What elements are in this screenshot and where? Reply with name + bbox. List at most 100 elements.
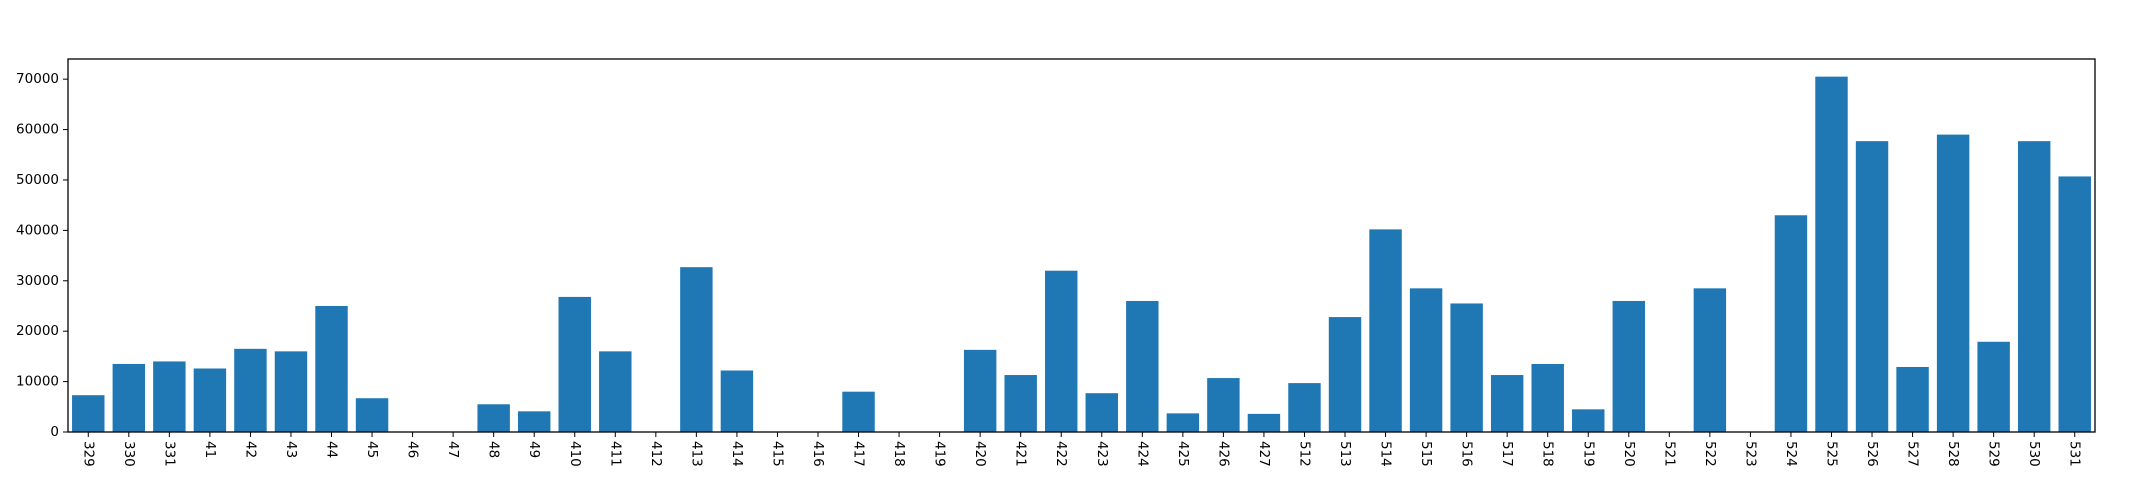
x-tick-label: 419 <box>932 441 948 467</box>
x-tick-label: 412 <box>648 441 664 467</box>
bar-514 <box>1369 229 1402 432</box>
x-tick-label: 418 <box>891 441 907 467</box>
x-tick-label: 530 <box>2026 441 2042 467</box>
bar-524 <box>1774 215 1808 432</box>
bar-530 <box>2017 141 2051 432</box>
x-tick-label: 49 <box>526 441 542 458</box>
bar-413 <box>680 267 713 432</box>
x-tick-label: 414 <box>729 441 745 467</box>
x-tick-label: 427 <box>1256 441 1272 467</box>
x-tick-label: 517 <box>1499 441 1515 467</box>
x-tick-label: 417 <box>851 441 867 467</box>
x-tick-label: 42 <box>242 441 258 458</box>
bar-330 <box>112 363 146 432</box>
x-tick-label: 516 <box>1459 441 1475 467</box>
x-tick-label: 48 <box>486 441 502 458</box>
y-tick-label: 10000 <box>16 374 59 390</box>
x-tick-label: 512 <box>1296 441 1312 467</box>
x-tick-label: 420 <box>972 441 988 467</box>
x-tick-label: 416 <box>810 441 826 467</box>
bar-414 <box>720 370 754 432</box>
bar-45 <box>355 398 389 432</box>
bar-48 <box>477 404 510 432</box>
x-tick-label: 527 <box>1905 441 1921 467</box>
x-tick-label: 523 <box>1742 441 1758 467</box>
bar-424 <box>1126 300 1159 432</box>
x-tick-label: 423 <box>1094 441 1110 467</box>
bar-516 <box>1450 303 1483 432</box>
bars-group <box>72 76 2091 433</box>
y-axis-ticks: 0 10000 20000 30000 40000 50000 60000 70000 <box>16 71 68 440</box>
x-tick-label: 331 <box>161 441 177 467</box>
x-tick-label: 41 <box>202 441 218 458</box>
y-tick-label: 30000 <box>16 273 59 289</box>
bar-520 <box>1612 300 1646 432</box>
y-tick-label: 70000 <box>16 71 59 87</box>
y-tick-label: 20000 <box>16 323 59 339</box>
x-tick-label: 518 <box>1540 441 1556 467</box>
x-tick-label: 526 <box>1864 441 1880 467</box>
bar-329 <box>72 395 105 432</box>
plot-frame <box>67 58 2096 433</box>
x-tick-label: 515 <box>1418 441 1434 467</box>
x-tick-label: 522 <box>1702 441 1718 467</box>
x-tick-label: 413 <box>688 441 704 467</box>
y-tick-label: 50000 <box>16 172 59 188</box>
bar-42 <box>234 348 267 432</box>
bar-519 <box>1572 409 1605 432</box>
x-tick-label: 524 <box>1783 441 1799 467</box>
bar-331 <box>153 361 186 432</box>
x-tick-label: 415 <box>769 441 785 467</box>
x-tick-label: 329 <box>80 441 96 467</box>
x-tick-label: 411 <box>607 441 623 467</box>
y-tick-label: 40000 <box>16 222 59 238</box>
x-tick-label: 425 <box>1175 441 1191 467</box>
bar-526 <box>1855 141 1889 432</box>
x-tick-label: 520 <box>1621 441 1637 467</box>
x-tick-label: 529 <box>1986 441 2002 467</box>
bar-427 <box>1247 413 1281 432</box>
bar-422 <box>1045 270 1078 432</box>
x-tick-label: 424 <box>1134 441 1150 467</box>
x-tick-label: 46 <box>405 441 421 458</box>
x-axis-ticks: 329 330 331 41 42 43 44 45 46 47 48 49 410 411 412 413 4… <box>80 432 2083 467</box>
bar-417 <box>842 391 875 432</box>
bar-44 <box>315 305 348 432</box>
bar-529 <box>1977 341 2010 432</box>
bar-527 <box>1896 366 1929 432</box>
y-tick-label: 0 <box>50 424 59 440</box>
bar-525 <box>1815 76 1848 432</box>
x-tick-label: 421 <box>1013 441 1029 467</box>
y-tick-label: 60000 <box>16 122 59 138</box>
x-tick-label: 531 <box>2067 441 2083 467</box>
x-tick-label: 513 <box>1337 441 1353 467</box>
bar-522 <box>1693 288 1727 432</box>
bar-41 <box>193 368 227 432</box>
bar-425 <box>1166 413 1200 432</box>
x-tick-label: 521 <box>1661 441 1677 467</box>
bar-420 <box>963 349 997 432</box>
bar-411 <box>599 351 632 432</box>
bar-512 <box>1288 383 1321 432</box>
x-tick-label: 525 <box>1823 441 1839 467</box>
bar-49 <box>517 411 551 432</box>
bar-423 <box>1085 393 1118 432</box>
x-tick-label: 330 <box>121 441 137 467</box>
bar-528 <box>1936 134 1970 433</box>
bar-513 <box>1328 317 1362 432</box>
x-tick-label: 426 <box>1215 441 1231 467</box>
x-tick-label: 514 <box>1378 441 1394 467</box>
x-tick-label: 528 <box>1945 441 1961 467</box>
bar-515 <box>1409 288 1443 432</box>
x-tick-label: 410 <box>567 441 583 467</box>
x-tick-label: 44 <box>324 441 340 458</box>
x-tick-label: 45 <box>364 441 380 458</box>
x-tick-label: 47 <box>445 441 461 458</box>
x-tick-label: 519 <box>1580 441 1596 467</box>
x-tick-label: 422 <box>1053 441 1069 467</box>
x-tick-label: 43 <box>283 441 299 458</box>
bar-517 <box>1490 375 1524 432</box>
bar-421 <box>1004 375 1037 432</box>
bar-426 <box>1207 378 1240 432</box>
